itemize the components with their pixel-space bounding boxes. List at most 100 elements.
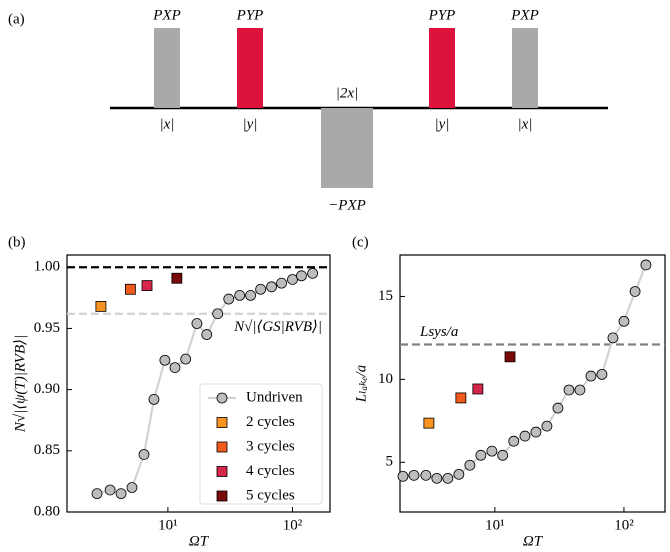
legend-label: 5 cycles [246,487,295,503]
y-tick-label: 10 [378,371,393,387]
pulse-label: PYP [236,7,264,23]
marker [169,362,181,373]
marker [191,318,203,329]
duration-label: |x| [518,116,533,132]
y-tick-label: 5 [386,454,394,470]
duration-label: |y| [243,116,258,132]
reference-label: N√|⟨GS|RVB⟩| [233,319,322,335]
marker [397,470,409,482]
marker [618,315,630,327]
marker [640,259,652,271]
marker [629,286,641,297]
marker [472,383,484,395]
pulse [429,28,455,108]
marker [497,449,509,461]
marker [141,280,153,291]
marker [508,435,520,447]
marker [408,469,420,481]
duration-label: |y| [435,116,450,132]
marker [486,445,498,457]
marker [585,370,597,382]
marker [596,368,608,380]
marker [563,384,575,396]
marker [212,308,224,320]
legend-label: Undriven [246,389,303,405]
marker [255,283,267,295]
legend-marker [216,441,228,453]
pulse-label: PXP [510,7,539,23]
pulse [237,28,263,108]
y-axis-label: Lₗₐₖₑ/a [353,365,369,403]
x-tick-label: 10² [283,517,303,533]
duration-label: |x| [160,116,175,132]
pulse-label: PXP [152,7,181,23]
panel-label: (b) [8,234,26,250]
duration-label: |2x| [336,85,358,101]
marker [266,281,277,293]
marker [180,353,192,365]
marker [420,469,432,481]
legend-label: 2 cycles [246,414,295,430]
pulse [154,28,180,108]
marker [115,488,127,500]
legend-marker [216,490,228,502]
marker [95,300,107,312]
marker [519,430,531,442]
marker [296,270,307,282]
pulse [321,108,373,188]
x-tick-label: 10¹ [158,517,178,533]
marker [287,274,298,285]
marker [307,267,318,279]
legend-label: 3 cycles [246,438,295,454]
marker [541,420,553,432]
marker [171,272,183,284]
marker [504,351,516,363]
x-tick-label: 10² [614,517,634,533]
series-line [402,264,647,480]
marker [234,289,246,301]
marker [276,277,287,289]
marker [223,293,235,305]
pulse-label: PYP [428,7,456,23]
plot-frame [66,254,331,513]
panel-label: (a) [8,11,25,27]
marker [91,488,103,500]
marker [464,459,476,471]
marker [138,449,150,460]
y-axis-label: N√|⟨ψ(T)|RVB⟩| [12,335,28,433]
marker [574,384,586,396]
x-axis-label: ΩT [189,533,210,549]
y-tick-label: 0.80 [34,503,60,519]
panel-label: (c) [352,234,369,250]
legend-marker [216,417,228,428]
legend-marker [216,392,228,404]
marker [455,392,467,404]
legend-box [199,383,323,505]
y-tick-label: 0.95 [34,320,60,336]
marker [104,484,116,496]
marker [159,354,171,366]
marker [530,426,542,438]
marker [552,402,564,414]
marker [245,289,256,301]
legend-marker [216,466,228,477]
y-tick-label: 15 [378,288,393,304]
y-tick-label: 0.90 [34,381,60,397]
reference-label: Lsys/a [419,324,458,340]
x-tick-label: 10¹ [485,517,505,533]
y-tick-label: 1.00 [34,259,60,275]
y-tick-label: 0.85 [34,442,60,458]
x-axis-label: ΩT [523,533,544,549]
marker [442,472,454,484]
marker [431,472,443,484]
pulse [512,28,538,108]
pulse-label: −PXP [328,197,366,213]
marker [607,332,619,344]
marker [201,329,213,340]
marker [453,468,465,480]
marker [475,449,487,461]
marker [423,417,435,429]
plot-frame [399,254,666,513]
legend-label: 4 cycles [246,463,295,479]
